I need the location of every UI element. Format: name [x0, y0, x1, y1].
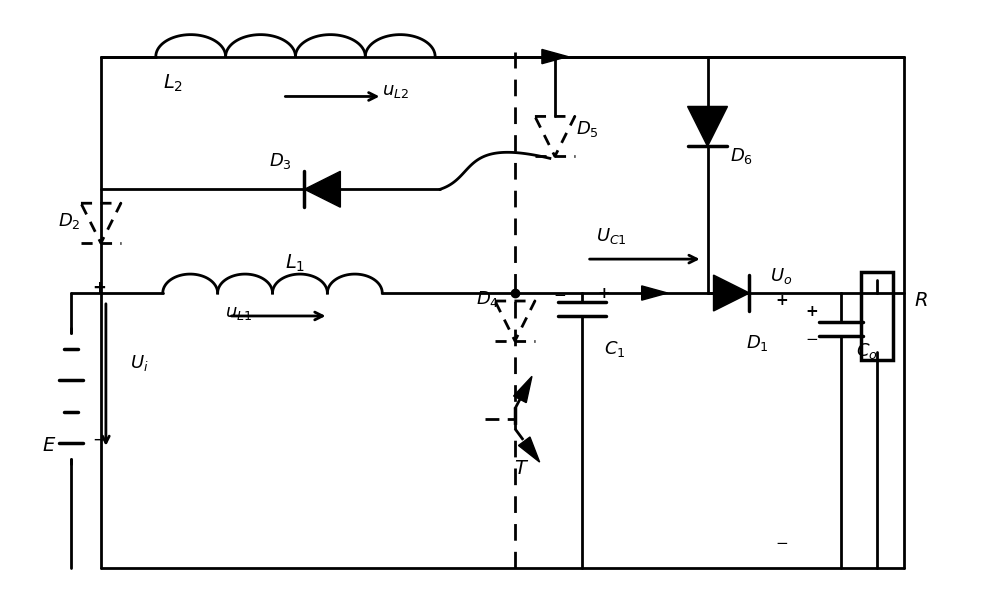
Text: $D_6$: $D_6$: [730, 147, 753, 166]
Text: +: +: [597, 286, 610, 301]
Bar: [861, 272, 893, 360]
Text: $D_3$: $D_3$: [269, 152, 292, 171]
Text: $R$: $R$: [914, 292, 928, 310]
Text: $U_{C1}$: $U_{C1}$: [596, 226, 627, 246]
Text: +: +: [775, 293, 788, 308]
Text: $-$: $-$: [775, 535, 788, 549]
Text: $-$: $-$: [92, 430, 106, 447]
Text: $C_o$: $C_o$: [856, 341, 878, 361]
Text: $D_1$: $D_1$: [746, 333, 769, 353]
Polygon shape: [688, 106, 727, 147]
Text: +: +: [805, 304, 818, 319]
Polygon shape: [514, 376, 532, 403]
Text: +: +: [92, 279, 106, 297]
Polygon shape: [642, 286, 668, 300]
Polygon shape: [542, 49, 568, 64]
Text: $U_o$: $U_o$: [770, 266, 793, 286]
Polygon shape: [304, 171, 340, 207]
Text: $T$: $T$: [514, 459, 530, 478]
Text: $D_5$: $D_5$: [576, 119, 599, 139]
Text: $D_4$: $D_4$: [476, 289, 500, 309]
Text: $U_i$: $U_i$: [130, 353, 148, 373]
Polygon shape: [518, 437, 540, 462]
Polygon shape: [714, 275, 749, 311]
Text: $E$: $E$: [42, 437, 56, 455]
Text: $C_1$: $C_1$: [604, 339, 625, 359]
Text: $u_{L2}$: $u_{L2}$: [382, 82, 409, 100]
Text: $D_2$: $D_2$: [58, 211, 80, 231]
Text: $L_2$: $L_2$: [163, 73, 183, 94]
Text: $u_{L1}$: $u_{L1}$: [225, 304, 252, 322]
Text: $-$: $-$: [553, 287, 566, 301]
Text: $-$: $-$: [805, 331, 818, 345]
Text: $L_1$: $L_1$: [285, 252, 306, 274]
